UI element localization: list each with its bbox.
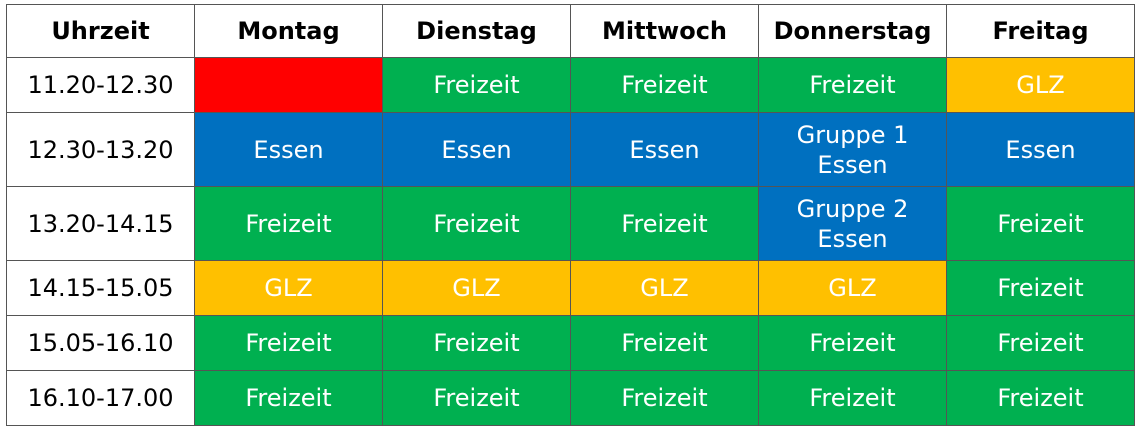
schedule-cell-monday: Freizeit xyxy=(194,370,383,426)
schedule-cell-tuesday: Essen xyxy=(382,112,571,187)
schedule-cell-thursday: Freizeit xyxy=(758,57,947,113)
time-cell: 16.10-17.00 xyxy=(6,370,195,426)
time-cell: 12.30-13.20 xyxy=(6,112,195,187)
header-monday: Montag xyxy=(194,4,383,58)
schedule-cell-wednesday: Freizeit xyxy=(570,370,759,426)
time-cell: 14.15-15.05 xyxy=(6,260,195,316)
schedule-cell-thursday: Gruppe 1 Essen xyxy=(758,112,947,187)
schedule-cell-tuesday: Freizeit xyxy=(382,186,571,261)
schedule-cell-monday: Freizeit xyxy=(194,315,383,371)
schedule-cell-tuesday: GLZ xyxy=(382,260,571,316)
table-row: 16.10-17.00 Freizeit Freizeit Freizeit Freiz… xyxy=(6,370,1135,426)
schedule-cell-wednesday: GLZ xyxy=(570,260,759,316)
schedule-cell-friday: Freizeit xyxy=(946,370,1135,426)
schedule-cell-monday xyxy=(194,57,383,113)
header-wednesday: Mittwoch xyxy=(570,4,759,58)
header-tuesday: Dienstag xyxy=(382,4,571,58)
schedule-cell-friday: GLZ xyxy=(946,57,1135,113)
schedule-cell-wednesday: Freizeit xyxy=(570,315,759,371)
table-row: 11.20-12.30 Freizeit Freizeit Freizeit GLZ xyxy=(6,57,1135,113)
schedule-cell-wednesday: Freizeit xyxy=(570,57,759,113)
schedule-cell-tuesday: Freizeit xyxy=(382,370,571,426)
schedule-cell-monday: GLZ xyxy=(194,260,383,316)
schedule-cell-friday: Essen xyxy=(946,112,1135,187)
header-friday: Freitag xyxy=(946,4,1135,58)
table-row: 13.20-14.15 Freizeit Freizeit Freizeit Grupp… xyxy=(6,186,1135,261)
schedule-body: 11.20-12.30 Freizeit Freizeit Freizeit GLZ 12… xyxy=(6,57,1135,426)
schedule-cell-monday: Essen xyxy=(194,112,383,187)
schedule-cell-thursday: Freizeit xyxy=(758,315,947,371)
schedule-cell-monday: Freizeit xyxy=(194,186,383,261)
table-row: 14.15-15.05 GLZ GLZ GLZ GLZ Freizeit xyxy=(6,260,1135,316)
schedule-cell-tuesday: Freizeit xyxy=(382,315,571,371)
header-thursday: Donnerstag xyxy=(758,4,947,58)
time-cell: 15.05-16.10 xyxy=(6,315,195,371)
weekly-schedule-table: Uhrzeit Montag Dienstag Mittwoch Donners… xyxy=(6,4,1135,426)
table-row: 15.05-16.10 Freizeit Freizeit Freizeit Freiz… xyxy=(6,315,1135,371)
time-cell: 11.20-12.30 xyxy=(6,57,195,113)
header-time: Uhrzeit xyxy=(6,4,195,58)
header-row: Uhrzeit Montag Dienstag Mittwoch Donners… xyxy=(6,4,1135,58)
schedule-cell-wednesday: Freizeit xyxy=(570,186,759,261)
schedule-cell-thursday: Gruppe 2 Essen xyxy=(758,186,947,261)
schedule-cell-friday: Freizeit xyxy=(946,186,1135,261)
table-row: 12.30-13.20 Essen Essen Essen Gruppe 1 Essen E… xyxy=(6,112,1135,187)
schedule-cell-tuesday: Freizeit xyxy=(382,57,571,113)
schedule-cell-thursday: GLZ xyxy=(758,260,947,316)
time-cell: 13.20-14.15 xyxy=(6,186,195,261)
schedule-cell-friday: Freizeit xyxy=(946,315,1135,371)
schedule-cell-friday: Freizeit xyxy=(946,260,1135,316)
schedule-cell-wednesday: Essen xyxy=(570,112,759,187)
schedule-cell-thursday: Freizeit xyxy=(758,370,947,426)
